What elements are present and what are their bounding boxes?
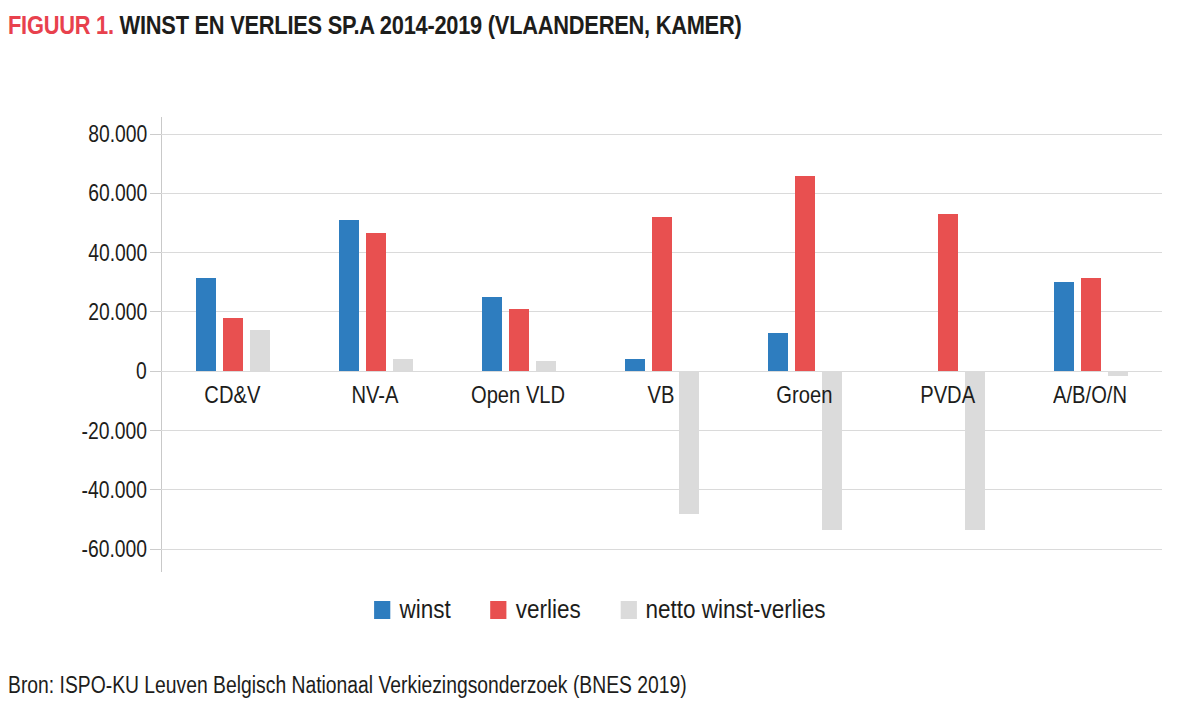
figure-title-text: WINST EN VERLIES SP.A 2014-2019 (VLAANDE… [120,10,742,40]
gridline [161,489,1162,490]
bar-verlies-vb [652,217,672,371]
bar-verlies-a-b-o-n [1081,278,1101,371]
y-tick-label: 0 [21,357,147,385]
y-tick [150,311,161,312]
y-tick [150,489,161,490]
bar-winst-groen [768,333,788,372]
bar-winst-vb [625,359,645,371]
y-tick-label: 60.000 [21,179,147,207]
y-tick [150,252,161,253]
legend-swatch-verlies [490,601,506,619]
legend-label: netto winst-verlies [646,595,826,624]
y-tick-label: -60.000 [21,535,147,563]
gridline [161,193,1162,194]
category-label: Groen [730,381,880,409]
bar-winst-cd-v [196,278,216,371]
legend-item: verlies [490,595,580,624]
category-label: CD&V [158,381,308,409]
legend-item: winst [374,595,450,624]
bar-netto-winst-verlies-open-vld [536,361,556,371]
gridline [161,430,1162,431]
y-tick [150,134,161,135]
figure-title-accent: FIGUUR 1. [8,10,114,40]
legend-swatch-netto-winst-verlies [620,601,636,619]
legend-label: winst [400,595,451,624]
y-tick-label: 20.000 [21,298,147,326]
gridline [161,134,1162,135]
category-label: PVDA [873,381,1023,409]
category-label: NV-A [301,381,451,409]
bar-verlies-pvda [938,214,958,371]
y-axis-line [161,117,162,572]
y-tick [150,371,161,372]
category-label: VB [587,381,737,409]
plot-area: 80.00060.00040.00020.0000-20.000-40.000-… [161,117,1162,572]
legend-label: verlies [516,595,581,624]
category-label: Open VLD [444,381,594,409]
legend: winst verlies netto winst-verlies [60,595,1140,624]
bar-winst-open-vld [482,297,502,371]
bar-winst-nv-a [339,220,359,371]
y-tick [150,193,161,194]
bar-verlies-groen [795,176,815,372]
source-note: Bron: ISPO-KU Leuven Belgisch Nationaal … [8,672,816,699]
bar-verlies-cd-v [223,318,243,371]
bar-netto-winst-verlies-nv-a [393,359,413,371]
y-tick [150,549,161,550]
y-tick [150,430,161,431]
figure-title: FIGUUR 1.WINST EN VERLIES SP.A 2014-2019… [8,10,881,41]
bar-winst-a-b-o-n [1054,282,1074,371]
bar-verlies-open-vld [509,309,529,371]
bar-verlies-nv-a [366,233,386,371]
category-label: A/B/O/N [1016,381,1166,409]
y-tick-label: 80.000 [21,120,147,148]
y-tick-label: -20.000 [21,417,147,445]
bar-netto-winst-verlies-a-b-o-n [1108,371,1128,375]
y-tick-label: -40.000 [21,476,147,504]
legend-swatch-winst [374,601,390,619]
y-tick-label: 40.000 [21,239,147,267]
legend-item: netto winst-verlies [620,595,825,624]
bar-netto-winst-verlies-cd-v [250,330,270,372]
gridline [161,549,1162,550]
